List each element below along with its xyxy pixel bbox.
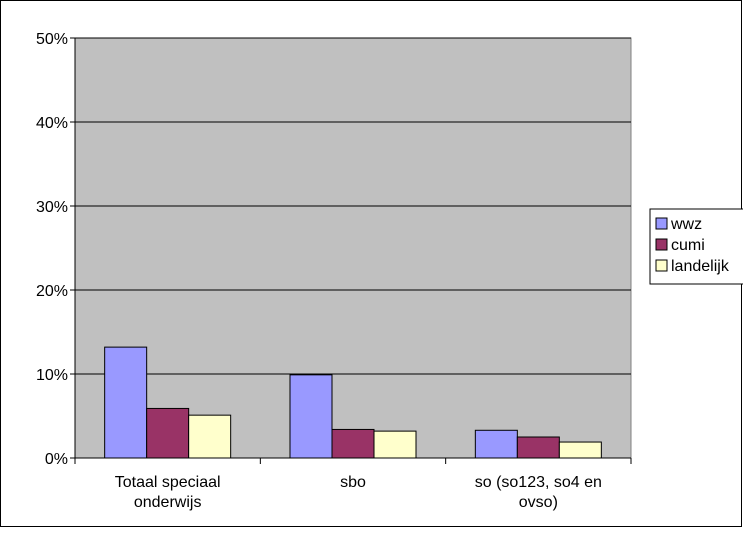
legend-swatch-landelijk	[655, 259, 668, 272]
plot-area	[74, 37, 632, 459]
y-tick-label: 40%	[36, 115, 68, 132]
bar-landelijk	[373, 430, 417, 459]
legend-swatch-wwz	[655, 217, 668, 230]
legend-label-wwz: wwz	[670, 216, 702, 233]
bars	[104, 346, 602, 459]
x-tick-label: sbo	[340, 474, 366, 491]
bar-wwz	[289, 374, 333, 459]
y-tick-label: 50%	[36, 31, 68, 48]
legend-swatch-cumi	[655, 238, 668, 251]
x-tick-label: ovso)	[519, 494, 558, 511]
y-tick-label: 30%	[36, 199, 68, 216]
bar-cumi	[331, 428, 375, 459]
bar-cumi	[516, 436, 560, 459]
y-tick-label: 10%	[36, 367, 68, 384]
y-tick-label: 0%	[45, 451, 68, 468]
bar-landelijk	[188, 414, 232, 459]
bar-landelijk	[558, 441, 602, 459]
legend: wwz cumi landelijk	[649, 208, 743, 285]
x-tick-label: onderwijs	[134, 494, 202, 511]
bar-wwz	[474, 429, 518, 459]
bar-cumi	[146, 407, 190, 459]
x-axis-ticks: Totaal speciaal onderwijs sbo so (so123, so…	[74, 458, 632, 511]
legend-label-cumi: cumi	[671, 237, 705, 254]
legend-label-landelijk: landelijk	[671, 258, 730, 275]
x-tick-label: so (so123, so4 en	[475, 474, 602, 491]
y-axis-ticks: 0% 10% 20% 30% 40% 50%	[36, 31, 75, 468]
x-tick-label: Totaal speciaal	[115, 474, 221, 491]
gridlines	[75, 37, 631, 375]
y-tick-label: 20%	[36, 283, 68, 300]
bar-wwz	[104, 346, 148, 459]
